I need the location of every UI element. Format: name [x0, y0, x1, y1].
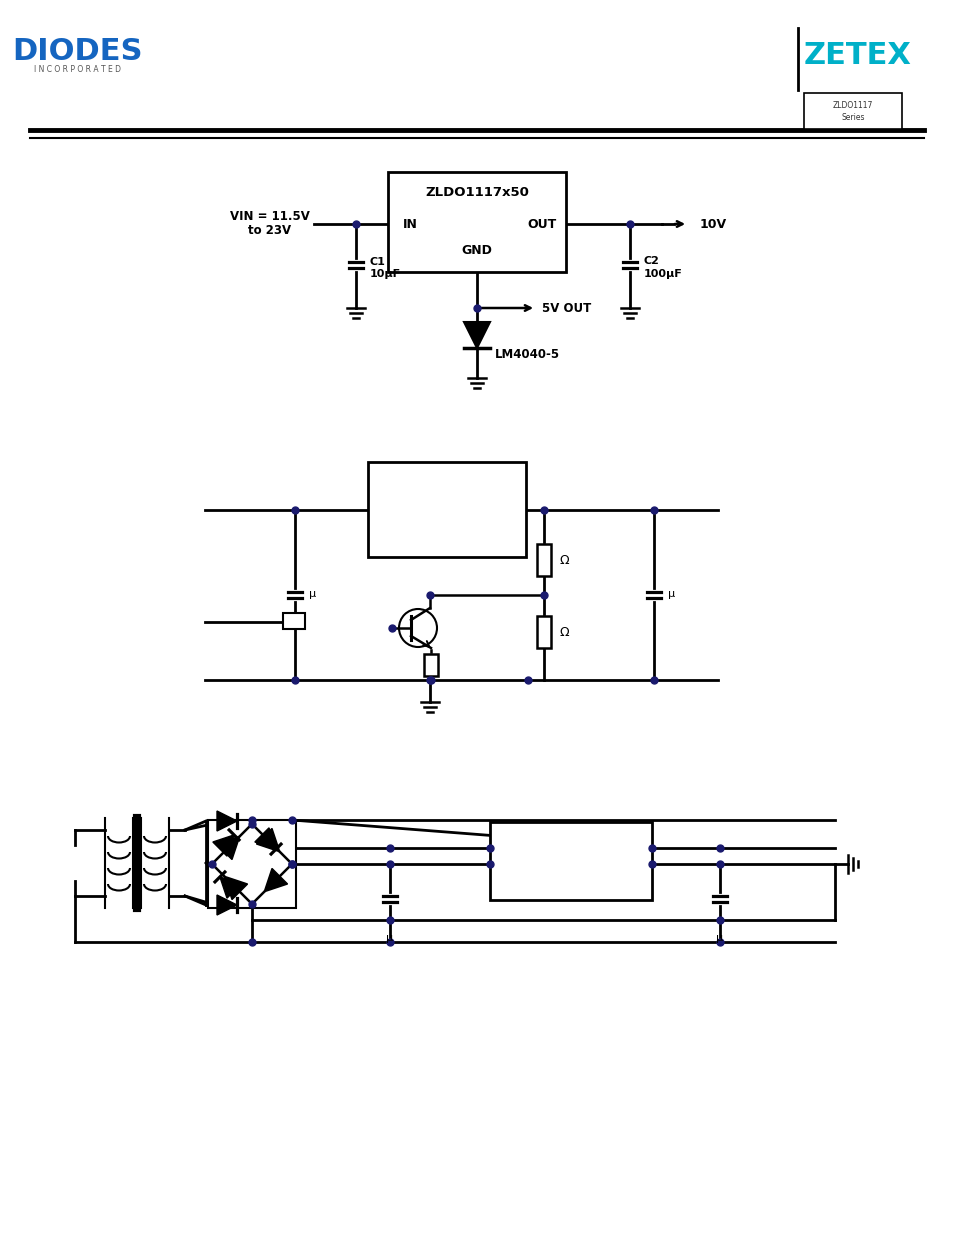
Polygon shape	[463, 322, 490, 348]
Polygon shape	[254, 827, 275, 850]
Text: LM4040-5: LM4040-5	[495, 348, 559, 362]
Bar	[208, 820, 295, 908]
Polygon shape	[216, 895, 236, 915]
Bar	[537, 543, 551, 576]
Bar	[537, 616, 551, 648]
Text: ZLDO1117: ZLDO1117	[832, 100, 872, 110]
Text: I N C O R P O R A T E D: I N C O R P O R A T E D	[34, 65, 121, 74]
Text: 5V OUT: 5V OUT	[541, 301, 591, 315]
Text: C1: C1	[370, 257, 385, 267]
Text: Ω: Ω	[559, 625, 569, 638]
Polygon shape	[216, 836, 239, 860]
Text: ZLDO1117x50: ZLDO1117x50	[425, 185, 528, 199]
Bar	[803, 93, 901, 128]
Text: μ: μ	[309, 589, 315, 599]
Text: DIODES: DIODES	[12, 37, 143, 67]
Polygon shape	[264, 868, 287, 892]
Text: 100μF: 100μF	[643, 269, 682, 279]
Polygon shape	[220, 877, 241, 898]
Bar	[368, 462, 525, 557]
Text: Ω: Ω	[559, 553, 569, 567]
Text: C2: C2	[643, 256, 659, 266]
Bar	[423, 655, 437, 676]
Polygon shape	[213, 835, 233, 856]
Text: VIN = 11.5V: VIN = 11.5V	[230, 210, 310, 222]
Bar	[283, 613, 305, 629]
Text: OUT: OUT	[527, 217, 556, 231]
Text: μ: μ	[386, 932, 394, 944]
Text: 10μF: 10μF	[370, 269, 400, 279]
Text: μ: μ	[716, 932, 722, 944]
Polygon shape	[216, 811, 236, 831]
Text: Series: Series	[841, 112, 863, 121]
Text: to 23V: to 23V	[248, 224, 292, 236]
Polygon shape	[224, 876, 247, 899]
Polygon shape	[256, 829, 279, 852]
Text: GND: GND	[461, 243, 492, 257]
Text: IN: IN	[402, 217, 417, 231]
Text: μ: μ	[667, 589, 675, 599]
Text: 10V: 10V	[700, 217, 726, 231]
Text: ZETEX: ZETEX	[803, 41, 911, 69]
Bar	[388, 172, 565, 272]
Bar	[490, 823, 651, 900]
